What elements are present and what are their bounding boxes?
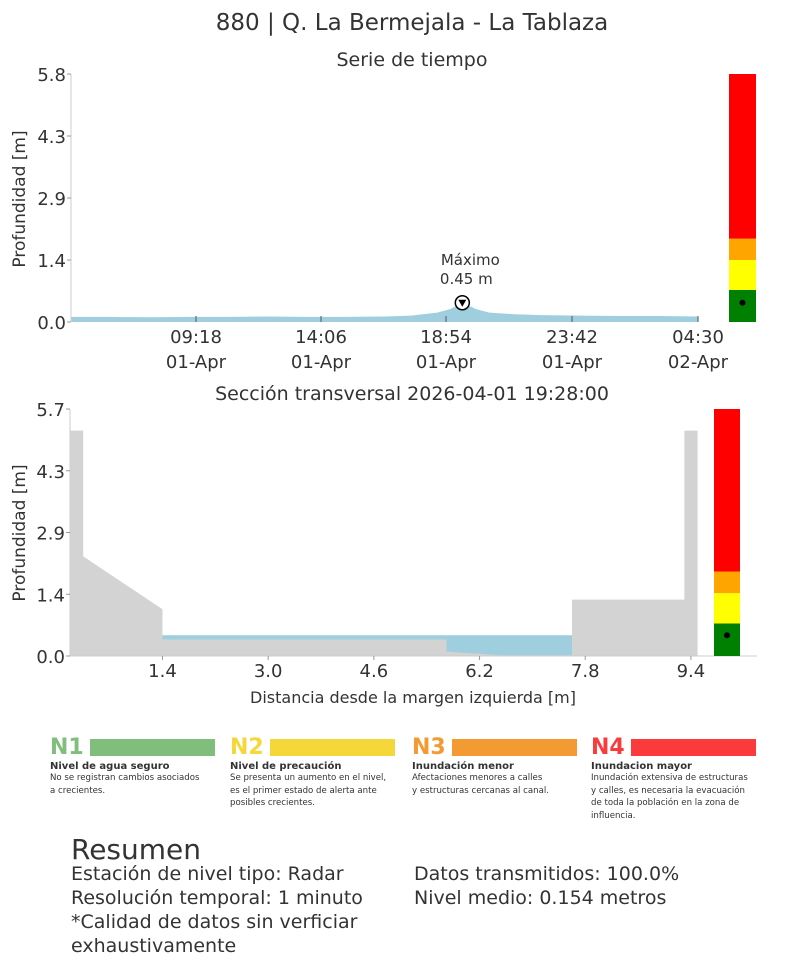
y-tick-label: 1.4	[36, 585, 65, 606]
current-level-marker	[724, 632, 730, 639]
summary-left: Estación de nivel tipo: Radar Resolución…	[71, 862, 363, 958]
x-tick-time: 09:18	[170, 327, 222, 348]
legend-description-line: Se presenta un aumento en el nivel,	[230, 773, 387, 783]
maximum-label: Máximo	[441, 251, 500, 269]
legend-title: Nivel de precaución	[230, 761, 342, 772]
y-tick-label: 1.4	[37, 251, 66, 272]
legend-code: N3	[412, 734, 446, 760]
y-tick-label: 4.3	[37, 127, 66, 148]
x-tick-time: 18:54	[420, 327, 472, 348]
x-tick-label: 3.0	[254, 661, 283, 682]
cross-section-xlabel: Distancia desde la margen izquierda [m]	[250, 688, 576, 707]
y-tick-label: 2.9	[36, 524, 65, 545]
y-tick-label: 0.0	[36, 647, 65, 668]
summary-quality-note: *Calidad de datos sin verficiar	[71, 911, 358, 933]
legend-description-line: Inundación extensiva de estructuras	[591, 773, 748, 783]
legend-description-line: de toda la población en la zona de	[591, 798, 740, 809]
x-tick-label: 1.4	[148, 661, 177, 682]
legend-header: N1	[50, 734, 215, 760]
summary-right: Datos transmitidos: 100.0% Nivel medio: …	[414, 862, 679, 910]
legend-description-line: Afectaciones menores a calles	[412, 773, 543, 783]
level-bar-segment-1	[729, 289, 756, 322]
legend-level-n2: N2 Nivel de precaución Se presenta un aume…	[230, 735, 395, 810]
cross-section-ylabel: Profundidad [m]	[10, 464, 30, 601]
x-tick-time: 23:42	[546, 327, 598, 348]
legend-description-line: y estructuras cercanas al canal.	[412, 785, 549, 796]
level-bar-segment-4	[729, 74, 756, 239]
summary-data-transmitted: Datos transmitidos: 100.0%	[414, 863, 680, 885]
x-tick-date: 02-Apr	[668, 352, 729, 373]
legend-description-line: a crecientes.	[50, 785, 106, 796]
x-tick-date: 01-Apr	[291, 352, 352, 373]
legend-title: Inundacion mayor	[591, 761, 692, 772]
cross-section-plot: 0.0 1.4 2.9 4.3 5.7 1.4 3.0 4.6 6.2 7.8 9.4	[36, 400, 757, 682]
legend-description-line: es el primer estado de alerta ante	[230, 785, 377, 796]
legend-header: N3	[412, 734, 577, 760]
legend-header: N2	[230, 734, 395, 760]
level-bar-segment-2	[729, 260, 756, 290]
legend-color-bar	[89, 738, 215, 756]
figure-title: 880 | Q. La Bermejala - La Tablaza	[216, 10, 608, 36]
x-tick-time: 14:06	[295, 327, 347, 348]
y-tick-label: 2.9	[37, 189, 66, 210]
x-tick-date: 01-Apr	[166, 352, 227, 373]
summary-resolution: Resolución temporal: 1 minuto	[71, 887, 363, 909]
level-bar-segment-2	[714, 593, 740, 624]
cross-section-title: Sección transversal 2026-04-01 19:28:00	[215, 383, 609, 405]
legend-level-n3: N3 Inundación menor Afectaciones menores a…	[412, 735, 577, 797]
x-tick-date: 01-Apr	[416, 352, 477, 373]
x-tick-label: 7.8	[571, 661, 600, 682]
y-tick-label: 5.8	[37, 65, 66, 86]
legend-code: N1	[50, 734, 84, 760]
maximum-marker-icon	[458, 299, 467, 307]
x-tick-date: 01-Apr	[542, 352, 603, 373]
current-level-marker	[739, 299, 746, 306]
summary-station-type: Estación de nivel tipo: Radar	[71, 863, 344, 885]
legend-color-bar	[630, 738, 756, 756]
legend-description-line: y calles, es necesaria la evacuación	[591, 785, 745, 796]
legend-color-bar	[451, 738, 577, 756]
legend-level-n4: N4 Inundacion mayor Inundación extensiva d…	[591, 735, 756, 822]
time-series-plot: 0.0 1.4 2.9 4.3 5.8 09:18 01-Apr 14:06 01-Apr 18:…	[37, 65, 756, 373]
legend-code: N2	[230, 734, 264, 760]
legend-level-n1: N1 Nivel de agua seguro No se registran ca…	[50, 735, 215, 797]
legend-title: Nivel de agua seguro	[50, 761, 170, 772]
level-bar-segment-1	[714, 623, 740, 656]
legend-title: Inundación menor	[412, 761, 514, 772]
x-tick-label: 9.4	[677, 661, 706, 682]
time-series-title: Serie de tiempo	[337, 49, 488, 71]
legend-description-line: influencia.	[591, 810, 636, 821]
depth-series-area	[71, 302, 699, 322]
y-tick-label: 4.3	[36, 462, 65, 483]
level-bar-segment-3	[729, 238, 756, 260]
level-bar-segment-4	[714, 409, 740, 572]
channel-ground	[70, 430, 698, 656]
summary-mean-level: Nivel medio: 0.154 metros	[414, 887, 667, 909]
legend-color-bar	[269, 738, 395, 756]
time-series-ylabel: Profundidad [m]	[10, 130, 30, 267]
maximum-value: 0.45 m	[440, 270, 493, 288]
legend-description-line: posibles crecientes.	[230, 798, 315, 809]
legend-code: N4	[591, 734, 625, 760]
legend-header: N4	[591, 734, 756, 760]
legend-description-line: No se registran cambios asociados	[50, 773, 200, 783]
y-tick-label: 5.7	[36, 400, 65, 421]
summary-quality-note-2: exhaustivamente	[71, 935, 237, 957]
y-tick-label: 0.0	[37, 313, 66, 334]
x-tick-time: 04:30	[672, 327, 724, 348]
level-bar-segment-3	[714, 571, 740, 594]
x-tick-label: 4.6	[360, 661, 389, 682]
summary-title: Resumen	[71, 833, 202, 866]
x-tick-label: 6.2	[465, 661, 494, 682]
